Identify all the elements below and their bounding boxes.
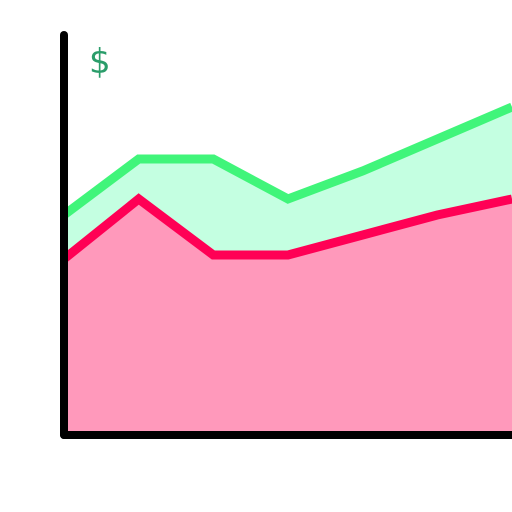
series-1-area [64,199,512,435]
series-areas [64,107,512,435]
series-2-line [61,102,512,219]
y-axis-label: $ [89,42,111,82]
series-lines [61,102,512,263]
series-1-line [61,193,512,263]
